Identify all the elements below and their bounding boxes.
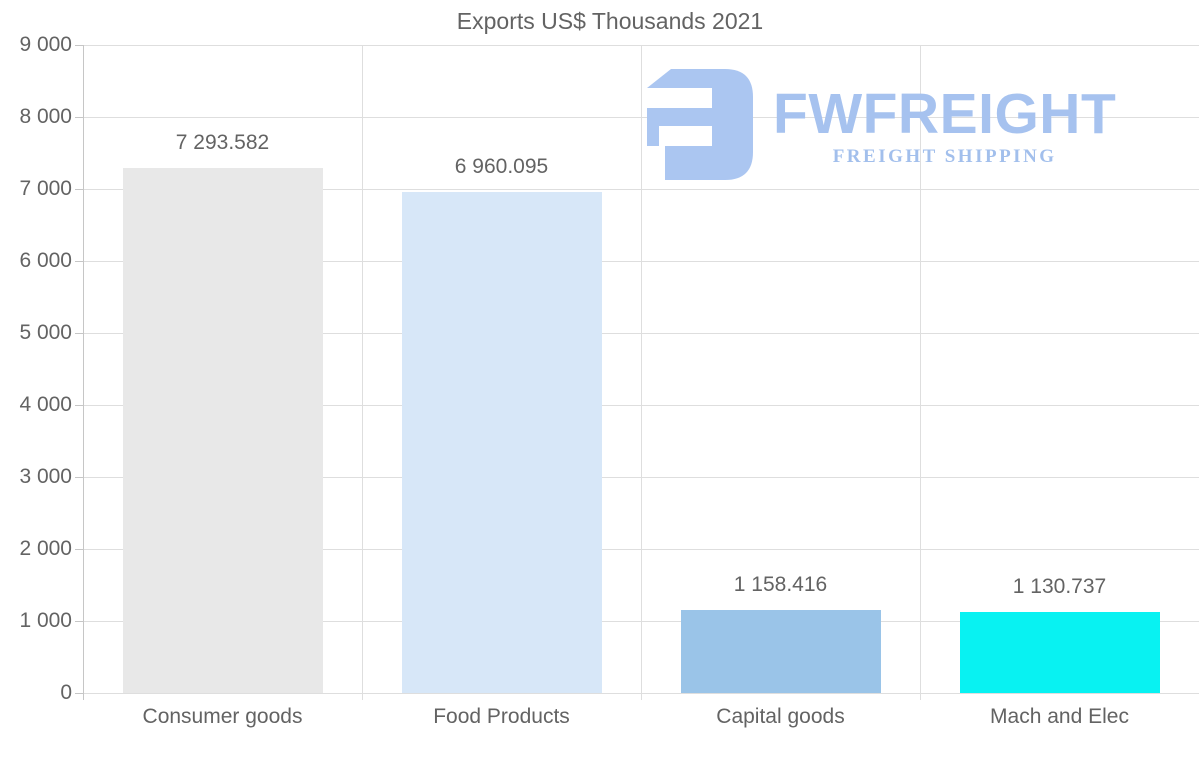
x-category-label: Mach and Elec xyxy=(990,705,1129,728)
y-tick-label: 6 000 xyxy=(19,249,72,272)
plot-area xyxy=(83,45,1199,700)
bar-consumer-goods xyxy=(123,168,323,693)
bar-mach-and-elec xyxy=(960,612,1160,693)
v-gridline xyxy=(920,45,921,700)
x-category-label: Consumer goods xyxy=(142,705,303,728)
y-tick-label: 3 000 xyxy=(19,465,72,488)
logo: FWFREIGHT FREIGHT SHIPPING xyxy=(645,68,1116,183)
value-label: 1 130.737 xyxy=(1012,575,1107,598)
logo-subtitle: FREIGHT SHIPPING xyxy=(832,146,1057,167)
y-axis-line xyxy=(83,45,84,700)
y-tick-label: 8 000 xyxy=(19,105,72,128)
logo-name: FWFREIGHT xyxy=(773,82,1117,146)
y-tick-mark xyxy=(75,405,83,406)
value-label: 1 158.416 xyxy=(733,573,828,596)
y-tick-label: 4 000 xyxy=(19,393,72,416)
v-gridline xyxy=(641,45,642,700)
y-tick-mark xyxy=(75,693,83,694)
y-tick-mark xyxy=(75,549,83,550)
y-tick-label: 1 000 xyxy=(19,609,72,632)
chart-title: Exports US$ Thousands 2021 xyxy=(456,8,764,34)
y-tick-mark xyxy=(75,189,83,190)
x-category-label: Food Products xyxy=(433,705,570,728)
y-tick-mark xyxy=(75,333,83,334)
y-tick-mark xyxy=(75,621,83,622)
y-tick-mark xyxy=(75,117,83,118)
y-tick-label: 9 000 xyxy=(19,33,72,56)
y-tick-mark xyxy=(75,45,83,46)
fwfreight-logo-icon xyxy=(645,69,753,183)
value-label: 7 293.582 xyxy=(175,131,270,154)
y-tick-mark xyxy=(75,477,83,478)
y-tick-label: 5 000 xyxy=(19,321,72,344)
y-tick-label: 2 000 xyxy=(19,537,72,560)
y-tick-label: 0 xyxy=(60,681,72,704)
bar-food-products xyxy=(402,192,602,693)
y-tick-mark xyxy=(75,261,83,262)
logo-text-column: FWFREIGHT FREIGHT SHIPPING xyxy=(773,68,1116,168)
value-label: 6 960.095 xyxy=(454,155,549,178)
bar-capital-goods xyxy=(681,610,881,693)
x-category-label: Capital goods xyxy=(716,705,845,728)
y-tick-label: 7 000 xyxy=(19,177,72,200)
v-gridline xyxy=(362,45,363,700)
